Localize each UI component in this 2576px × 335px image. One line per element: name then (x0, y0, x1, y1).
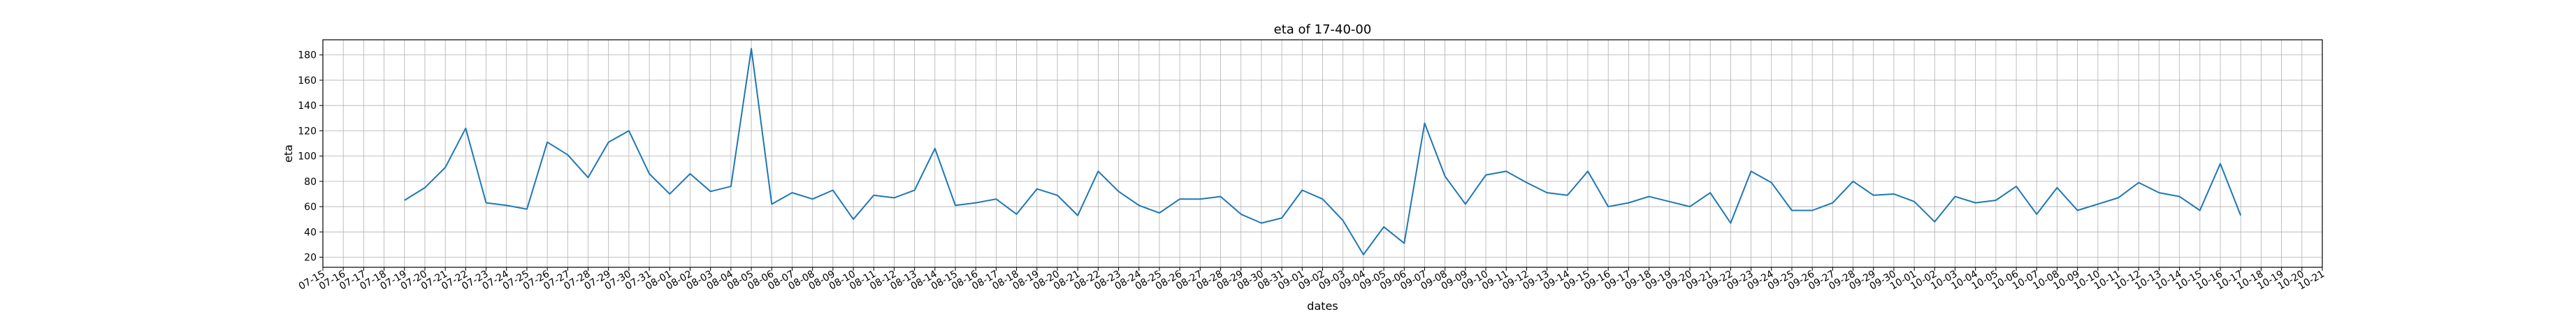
y-tick-label: 140 (298, 100, 317, 112)
y-tick-label: 100 (298, 151, 317, 163)
y-tick-label: 40 (304, 227, 317, 238)
y-axis-label: eta (282, 144, 295, 163)
x-axis-label: dates (1307, 299, 1338, 313)
x-axis: 07-1507-1607-1707-1807-1907-2007-2107-22… (297, 267, 2327, 292)
y-axis: 20 40 60 80 100 120 140 160 180 (298, 50, 323, 264)
y-tick-label: 80 (304, 177, 317, 188)
y-tick-label: 160 (298, 75, 317, 87)
series-line (404, 47, 2242, 255)
series-group (404, 47, 2242, 255)
y-tick-label: 60 (304, 202, 317, 213)
y-tick-label: 180 (298, 50, 317, 61)
gridlines (322, 40, 2323, 267)
chart-title: eta of 17-40-00 (1274, 22, 1372, 37)
y-tick-label: 20 (304, 253, 317, 264)
y-tick-label: 120 (298, 126, 317, 137)
